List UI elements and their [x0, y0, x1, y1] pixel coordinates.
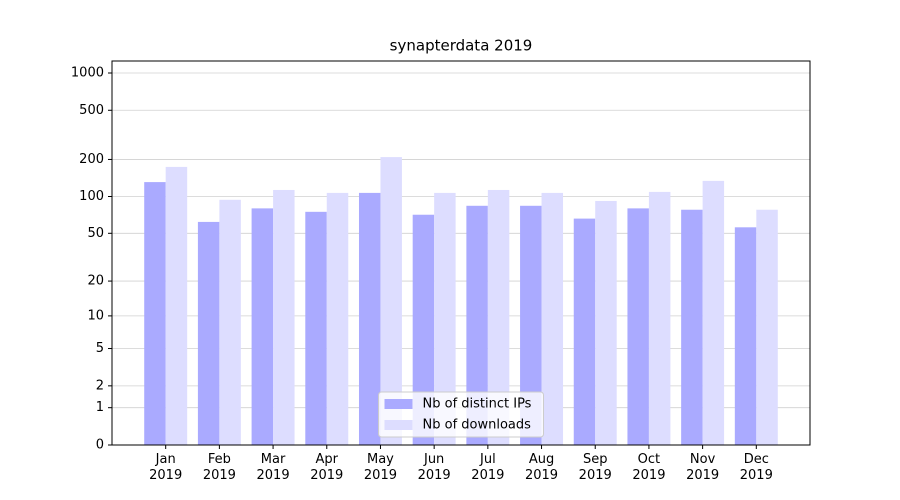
- y-tick-label: 1: [96, 400, 104, 415]
- y-tick-label: 5: [96, 341, 104, 356]
- x-tick-label: Nov 2019: [686, 452, 720, 483]
- bar: [305, 211, 327, 445]
- bar: [734, 227, 757, 445]
- bar: [380, 157, 402, 445]
- y-tick-label: 2: [96, 378, 104, 393]
- bar: [197, 221, 220, 445]
- x-tick-label: Oct 2019: [632, 452, 666, 483]
- y-tick-label: 0: [96, 438, 104, 453]
- x-tick-label: May 2019: [363, 452, 397, 483]
- bar: [466, 205, 488, 445]
- y-tick-label: 50: [87, 226, 104, 241]
- bar: [358, 192, 381, 445]
- bar: [627, 208, 649, 445]
- bar: [702, 180, 725, 445]
- bar: [520, 205, 542, 445]
- x-tick-label: Jan 2019: [149, 452, 183, 483]
- bar: [219, 199, 241, 445]
- bar: [756, 209, 778, 445]
- bar: [681, 209, 703, 445]
- legend-swatch: [384, 420, 413, 430]
- legend-box: [378, 391, 544, 438]
- legend-label: Nb of distinct IPs: [423, 397, 532, 412]
- bar: [412, 214, 435, 445]
- x-tick-label: Jun 2019: [417, 452, 451, 483]
- x-tick-label: Sep 2019: [578, 452, 612, 483]
- y-tick-label: 200: [79, 152, 104, 167]
- bar: [541, 192, 564, 445]
- bar: [251, 208, 274, 445]
- y-tick-label: 100: [79, 189, 104, 204]
- x-tick-label: Dec 2019: [739, 452, 773, 483]
- x-tick-label: Aug 2019: [524, 452, 559, 483]
- y-tick-label: 500: [79, 103, 104, 118]
- bar: [487, 189, 510, 445]
- bar: [144, 182, 166, 445]
- x-tick-label: Mar 2019: [256, 452, 290, 483]
- y-tick-label: 20: [87, 274, 104, 289]
- x-tick-label: Jul 2019: [471, 452, 505, 483]
- bar: [326, 192, 349, 445]
- y-tick-label: 1000: [71, 66, 104, 81]
- legend-swatch: [384, 399, 413, 409]
- x-tick-label: Apr 2019: [310, 452, 344, 483]
- legend: Nb of distinct IPs Nb of downloads: [378, 391, 544, 438]
- bar: [273, 189, 295, 445]
- bar: [434, 192, 456, 445]
- bar: [165, 166, 188, 445]
- plot-frame: [111, 60, 811, 446]
- legend-label: Nb of downloads: [423, 418, 532, 433]
- y-tick-label: 10: [87, 308, 104, 323]
- bar: [648, 191, 671, 445]
- chart-title: synapterdata 2019: [390, 37, 533, 55]
- x-tick-label: Feb 2019: [202, 452, 236, 483]
- bar: [573, 218, 596, 445]
- bar: [595, 200, 617, 445]
